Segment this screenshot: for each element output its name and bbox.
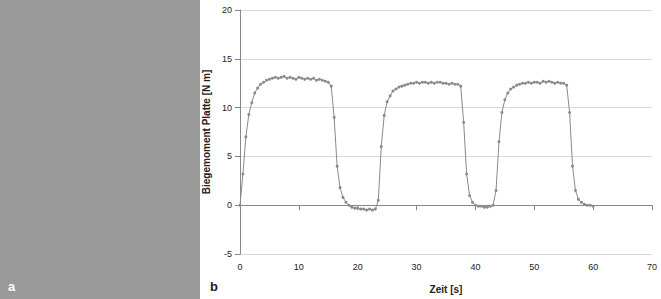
svg-text:20: 20 — [353, 262, 363, 272]
svg-text:0: 0 — [227, 200, 232, 210]
svg-text:60: 60 — [588, 262, 598, 272]
svg-text:10: 10 — [222, 103, 232, 113]
svg-text:b: b — [210, 279, 218, 294]
svg-text:70: 70 — [647, 262, 657, 272]
svg-text:30: 30 — [412, 262, 422, 272]
svg-text:Biegemoment Platte [N m]: Biegemoment Platte [N m] — [201, 70, 212, 194]
svg-text:5: 5 — [227, 151, 232, 161]
svg-text:15: 15 — [222, 54, 232, 64]
svg-text:20: 20 — [222, 5, 232, 15]
svg-text:a: a — [8, 279, 16, 294]
svg-text:10: 10 — [294, 262, 304, 272]
svg-text:40: 40 — [470, 262, 480, 272]
svg-text:50: 50 — [529, 262, 539, 272]
svg-text:0: 0 — [237, 262, 242, 272]
svg-text:Zeit [s]: Zeit [s] — [430, 284, 463, 295]
svg-text:-5: -5 — [224, 249, 232, 259]
